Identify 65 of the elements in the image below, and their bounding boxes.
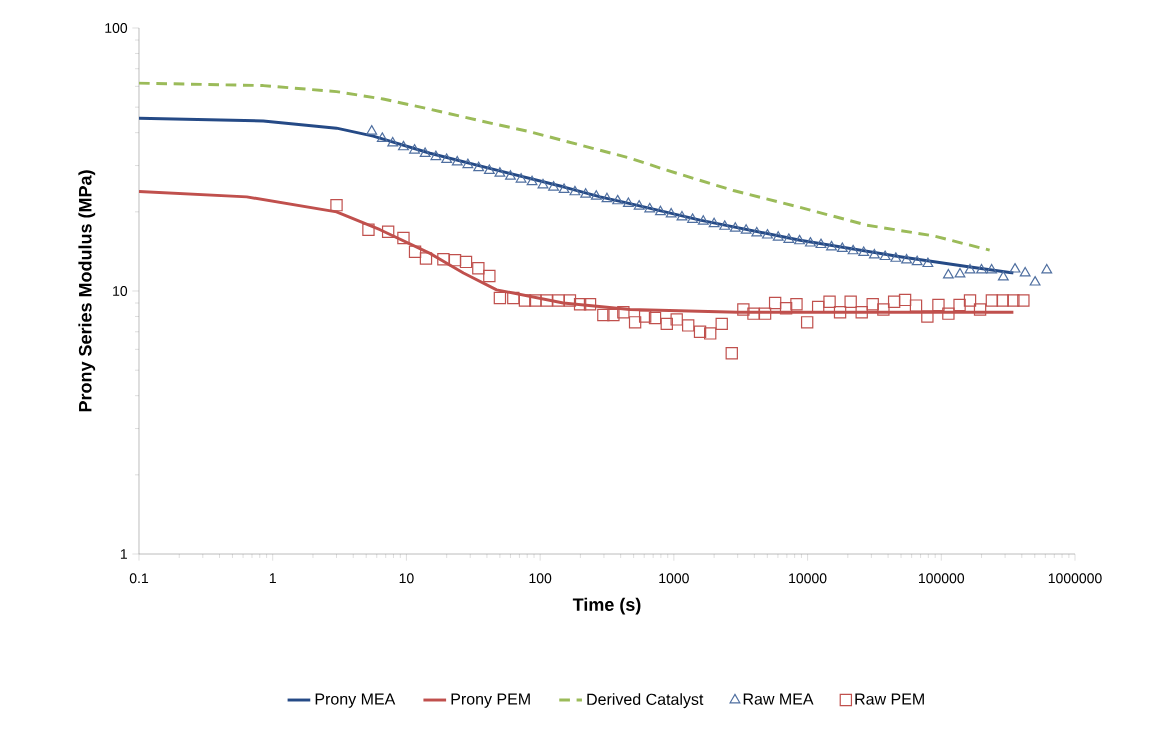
point (953, 298, 966, 312)
point (921, 310, 934, 323)
point (670, 313, 683, 326)
point (529, 294, 542, 307)
x-axis-title: Time (s) (572, 597, 641, 615)
point (747, 307, 760, 320)
point (725, 347, 738, 360)
point (844, 295, 857, 308)
point (909, 299, 923, 312)
point (779, 302, 793, 315)
point (681, 319, 695, 332)
point (996, 294, 1009, 307)
x-tick-label: 100000 (919, 573, 965, 584)
point (985, 294, 999, 307)
point (540, 294, 553, 307)
point (768, 296, 782, 310)
point (877, 303, 890, 316)
point (898, 293, 912, 307)
legend-label: Raw PEM (855, 693, 924, 705)
point (552, 294, 565, 307)
point (660, 317, 673, 331)
point (833, 306, 847, 319)
y-tick-label: 10 (113, 286, 128, 296)
y-axis-title: Prony Series Modulus (MPa) (78, 170, 96, 412)
x-tick-label: 1000000 (1048, 573, 1102, 584)
point (973, 303, 987, 316)
point (638, 310, 652, 323)
point (800, 316, 814, 329)
point (963, 294, 977, 307)
point (693, 325, 707, 338)
x-tick-label: 10 (399, 573, 414, 584)
point (942, 307, 955, 320)
point (932, 298, 945, 312)
point (583, 298, 597, 311)
point (866, 298, 879, 311)
point (790, 298, 803, 311)
point (737, 303, 750, 316)
legend-label: Prony PEM (451, 693, 530, 708)
point (823, 295, 836, 308)
point (715, 317, 728, 331)
x-tick-label: 0.1 (129, 573, 149, 584)
point (1007, 294, 1020, 307)
point (617, 306, 630, 319)
point (758, 307, 772, 320)
point (573, 298, 587, 311)
point (597, 308, 610, 322)
y-tick-label: 100 (105, 23, 128, 33)
y-tick-label: 1 (120, 549, 127, 559)
point (1017, 294, 1030, 307)
point (704, 327, 717, 340)
x-tick-label: 1 (269, 573, 276, 583)
point (855, 306, 868, 319)
point (607, 308, 620, 322)
x-tick-label: 1000 (659, 573, 689, 584)
point (648, 311, 662, 325)
legend-label: Prony MEA (315, 693, 396, 708)
legend-label: Raw MEA (743, 693, 814, 705)
point (628, 316, 642, 329)
point (563, 294, 577, 307)
point (518, 294, 532, 307)
x-tick-label: 10000 (789, 573, 827, 584)
legend-label: Derived Catalyst (587, 693, 704, 709)
point (507, 291, 520, 305)
point (887, 295, 901, 308)
x-tick-label: 100 (529, 573, 552, 584)
